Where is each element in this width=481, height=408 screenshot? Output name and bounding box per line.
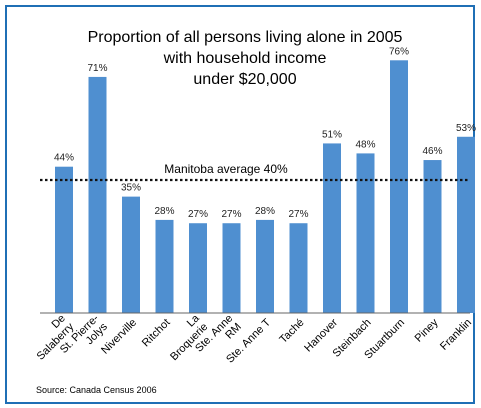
category-label: Niverville	[99, 317, 139, 357]
value-label: 53%	[456, 123, 476, 134]
value-label: 35%	[121, 183, 141, 194]
chart-title-line: with household income	[163, 50, 327, 67]
bar	[88, 76, 107, 313]
average-label: Manitoba average 40%	[164, 162, 288, 176]
bar	[390, 60, 408, 313]
bar	[155, 219, 174, 313]
bar	[457, 136, 475, 313]
bar	[323, 143, 341, 313]
category-label: Taché	[277, 317, 306, 346]
category-label: Piney	[413, 316, 441, 344]
category-label: Franklin	[438, 317, 474, 353]
bar	[122, 196, 140, 313]
bar	[423, 160, 442, 313]
value-label: 46%	[422, 146, 442, 157]
value-label: 27%	[188, 209, 208, 220]
value-label: 28%	[154, 206, 174, 217]
source-note: Source: Canada Census 2006	[36, 385, 157, 395]
bar	[55, 166, 73, 313]
bar	[356, 153, 375, 313]
chart-title-line: Proportion of all persons living alone i…	[88, 29, 403, 46]
bar	[289, 223, 308, 313]
chart-title-line: under $20,000	[193, 71, 296, 88]
value-label: 27%	[288, 209, 308, 220]
bar	[189, 223, 207, 313]
value-label: 51%	[322, 129, 342, 140]
category-label: Ritchot	[140, 317, 173, 350]
value-label: 48%	[355, 139, 375, 150]
value-label: 76%	[389, 46, 409, 57]
value-label: 27%	[221, 209, 241, 220]
value-label: 28%	[255, 206, 275, 217]
value-label: 71%	[87, 63, 107, 74]
bar	[256, 219, 274, 313]
value-label: 44%	[54, 153, 74, 164]
bar	[222, 223, 241, 313]
